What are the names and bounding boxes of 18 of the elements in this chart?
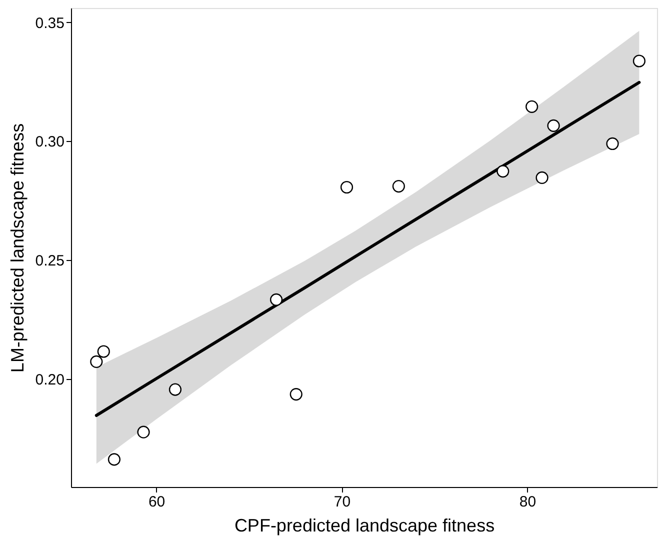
x-tick-label: 70 [334, 494, 351, 510]
point [270, 293, 283, 306]
point [496, 165, 510, 178]
point [168, 383, 182, 396]
y-tick-label: 0.25 [35, 252, 64, 270]
y-axis-title: LM-predicted landscape fitness [7, 123, 28, 373]
point [606, 137, 619, 150]
point [536, 171, 548, 184]
y-tick-label: 0.20 [35, 371, 64, 388]
point [632, 54, 646, 68]
line-series [94, 80, 641, 417]
x-tick-label: 60 [148, 494, 166, 510]
point [137, 426, 150, 438]
point [547, 119, 560, 132]
y-tick-label: 0.30 [35, 134, 64, 151]
x-axis-title: CPF-predicted landscape fitness [234, 516, 495, 536]
y-tick-label: 0.35 [35, 14, 64, 32]
x-tick-label: 80 [519, 494, 536, 510]
